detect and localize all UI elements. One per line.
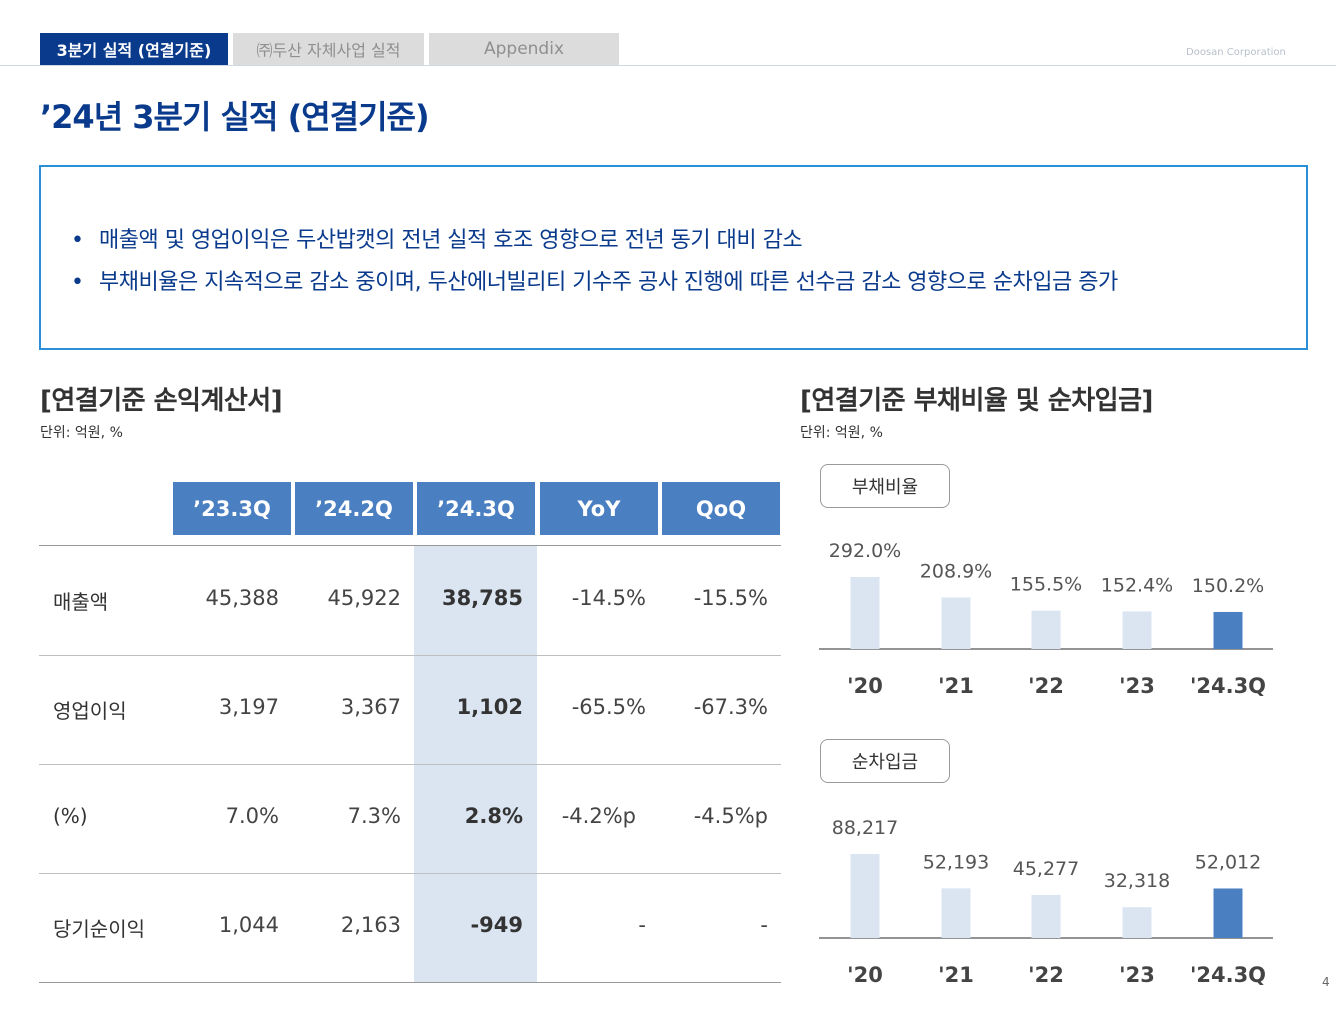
table-top-line [39, 545, 781, 546]
table-cell: -65.5% [571, 695, 646, 719]
row-label-operating-profit: 영업이익 [53, 699, 127, 723]
table-cell-highlight: 1,102 [456, 695, 523, 719]
debt-ratio-category-label: '24.3Q [1190, 674, 1266, 698]
net-debt-bar [850, 854, 880, 938]
table-cell: -4.5%p [693, 804, 768, 828]
table-bottom-line [39, 982, 781, 983]
table-cell-highlight: 38,785 [441, 586, 523, 610]
net-debt-category-label: '22 [1028, 963, 1064, 987]
net-debt-bar [941, 888, 971, 938]
debt-ratio-bar [1122, 611, 1152, 649]
row-divider [39, 873, 781, 874]
net-debt-value-label: 52,193 [923, 851, 989, 873]
table-cell: -14.5% [571, 586, 646, 610]
net-debt-category-label: '20 [847, 963, 883, 987]
debt-ratio-bar [850, 577, 880, 649]
debt-ratio-category-label: '22 [1028, 674, 1064, 698]
table-cell: - [760, 913, 768, 937]
highlight-column [414, 545, 537, 982]
tab-standalone-results[interactable]: ㈜두산 자체사업 실적 [233, 33, 424, 65]
net-debt-value-label: 32,318 [1104, 870, 1170, 892]
table-cell-highlight: 2.8% [464, 804, 523, 828]
summary-bullet-2: • 부채비율은 지속적으로 감소 중이며, 두산에너빌리티 기수주 공사 진행에 … [71, 264, 1118, 296]
row-label-margin: (%) [53, 804, 88, 828]
debt-ratio-label: 부채비율 [820, 464, 950, 508]
table-cell: 1,044 [218, 913, 279, 937]
col-header-24q2: ’24.2Q [295, 482, 413, 535]
debt-ratio-value-label: 155.5% [1010, 574, 1082, 596]
summary-box: • 매출액 및 영업이익은 두산밥캣의 전년 실적 호조 영향으로 전년 동기 대… [39, 165, 1308, 350]
table-cell: -15.5% [693, 586, 768, 610]
table-cell: 45,922 [327, 586, 401, 610]
bullet-dot: • [71, 228, 84, 253]
header-divider [0, 65, 1336, 66]
summary-bullet-1: • 매출액 및 영업이익은 두산밥캣의 전년 실적 호조 영향으로 전년 동기 대… [71, 222, 803, 254]
col-header-24q3: ’24.3Q [417, 482, 535, 535]
net-debt-chart: 88,217 '20 52,193 '21 45,277 '22 32,318 '23 52,0… [819, 817, 1273, 987]
net-debt-value-label: 45,277 [1013, 858, 1079, 880]
tab-appendix[interactable]: Appendix [429, 33, 619, 65]
net-debt-bar [1213, 888, 1243, 938]
col-header-yoy: YoY [540, 482, 658, 535]
col-header-qoq: QoQ [662, 482, 780, 535]
debt-ratio-bar [941, 597, 971, 649]
summary-text-2: 부채비율은 지속적으로 감소 중이며, 두산에너빌리티 기수주 공사 진행에 따… [99, 270, 1118, 295]
row-divider [39, 655, 781, 656]
income-statement-title: [연결기준 손익계산서] [40, 386, 283, 416]
table-cell: -4.2%p [561, 804, 636, 828]
debt-ratio-chart: 292.0% '20 208.9% '21 155.5% '22 152.4% '23 150.… [819, 540, 1273, 698]
bullet-dot: • [71, 270, 84, 295]
debt-ratio-category-label: '21 [938, 674, 974, 698]
table-cell-highlight: -949 [470, 913, 523, 937]
row-label-revenue: 매출액 [53, 590, 109, 614]
table-cell: 3,197 [218, 695, 279, 719]
net-debt-value-label: 88,217 [832, 817, 898, 839]
debt-ratio-value-label: 152.4% [1101, 574, 1173, 596]
net-debt-category-label: '21 [938, 963, 974, 987]
company-name: Doosan Corporation [1186, 47, 1286, 58]
debt-ratio-value-label: 208.9% [920, 560, 992, 582]
summary-text-1: 매출액 및 영업이익은 두산밥캣의 전년 실적 호조 영향으로 전년 동기 대비… [99, 228, 803, 253]
net-debt-bar [1122, 907, 1152, 938]
table-cell: 45,388 [205, 586, 279, 610]
page-title: ’24년 3분기 실적 (연결기준) [40, 98, 430, 136]
row-label-net-income: 당기순이익 [53, 917, 145, 941]
debt-section-title: [연결기준 부채비율 및 순차입금] [800, 386, 1153, 416]
income-unit: 단위: 억원, % [40, 425, 123, 441]
debt-unit: 단위: 억원, % [800, 425, 883, 441]
debt-ratio-bar [1031, 610, 1061, 649]
net-debt-label: 순차입금 [820, 739, 950, 783]
net-debt-value-label: 52,012 [1195, 851, 1261, 873]
debt-ratio-category-label: '20 [847, 674, 883, 698]
debt-ratio-category-label: '23 [1119, 674, 1155, 698]
debt-ratio-value-label: 292.0% [829, 540, 901, 562]
debt-ratio-value-label: 150.2% [1192, 575, 1264, 597]
table-cell: 7.0% [225, 804, 279, 828]
table-cell: 2,163 [340, 913, 401, 937]
table-cell: -67.3% [693, 695, 768, 719]
table-cell: - [638, 913, 646, 937]
net-debt-category-label: '24.3Q [1190, 963, 1266, 987]
row-divider [39, 764, 781, 765]
net-debt-category-label: '23 [1119, 963, 1155, 987]
tab-q3-results[interactable]: 3분기 실적 (연결기준) [40, 33, 228, 65]
table-cell: 3,367 [340, 695, 401, 719]
col-header-23q3: ’23.3Q [173, 482, 291, 535]
debt-ratio-bar [1213, 611, 1243, 649]
net-debt-bar [1031, 894, 1061, 938]
page-number: 4 [1322, 975, 1330, 989]
table-cell: 7.3% [347, 804, 401, 828]
